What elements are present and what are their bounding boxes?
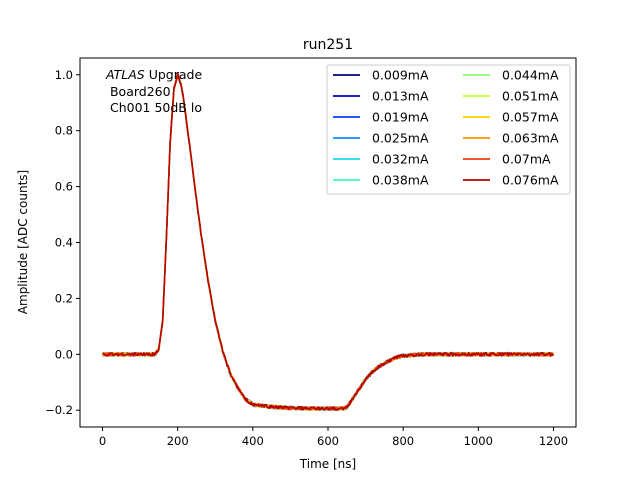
legend-label: 0.063mA bbox=[502, 131, 559, 146]
y-tick-label: 0.2 bbox=[55, 291, 73, 305]
legend-label: 0.019mA bbox=[372, 110, 429, 125]
y-tick-label: 1.0 bbox=[55, 68, 73, 82]
y-tick-label: 0.8 bbox=[55, 124, 73, 138]
legend-label: 0.076mA bbox=[502, 173, 559, 188]
x-tick-label: 1000 bbox=[464, 434, 493, 448]
y-axis-label: Amplitude [ADC counts] bbox=[16, 170, 30, 314]
x-tick-label: 1200 bbox=[539, 434, 568, 448]
legend-label: 0.013mA bbox=[372, 89, 429, 104]
y-tick-label: 0.4 bbox=[55, 236, 73, 250]
annotation-upgrade: Upgrade bbox=[145, 67, 203, 82]
y-axis: −0.2 0.0 0.2 0.4 0.6 0.8 1.0 bbox=[45, 68, 80, 417]
legend: 0.009mA 0.013mA 0.019mA 0.025mA 0.032mA 0.038… bbox=[326, 64, 571, 195]
y-tick-label: 0.6 bbox=[55, 180, 73, 194]
svg-text:ATLAS Upgrade: ATLAS Upgrade bbox=[105, 67, 202, 82]
x-tick-label: 0 bbox=[99, 434, 106, 448]
legend-label: 0.044mA bbox=[502, 68, 559, 83]
atlas-annotation: ATLAS Upgrade Board260 Ch001 50dB lo bbox=[105, 67, 202, 115]
series-lines bbox=[101, 72, 555, 411]
x-tick-label: 200 bbox=[167, 434, 189, 448]
legend-label: 0.025mA bbox=[372, 131, 429, 146]
legend-label: 0.051mA bbox=[502, 89, 559, 104]
y-tick-label: 0.0 bbox=[55, 347, 73, 361]
annotation-board: Board260 bbox=[106, 84, 171, 99]
x-tick-label: 800 bbox=[392, 434, 414, 448]
x-tick-label: 600 bbox=[317, 434, 339, 448]
legend-label: 0.032mA bbox=[372, 152, 429, 167]
legend-label: 0.07mA bbox=[502, 152, 551, 167]
x-axis-label: Time [ns] bbox=[299, 457, 356, 471]
x-tick-label: 400 bbox=[242, 434, 264, 448]
x-axis: 0 200 400 600 800 1000 1200 bbox=[99, 427, 568, 448]
y-tick-label: −0.2 bbox=[45, 403, 73, 417]
chart-title: run251 bbox=[303, 37, 353, 53]
legend-label: 0.009mA bbox=[372, 68, 429, 83]
series-line bbox=[102, 72, 554, 411]
annotation-channel: Ch001 50dB lo bbox=[106, 100, 202, 115]
annotation-atlas: ATLAS bbox=[105, 67, 145, 82]
legend-label: 0.057mA bbox=[502, 110, 559, 125]
legend-label: 0.038mA bbox=[372, 173, 429, 188]
legend-box bbox=[326, 64, 571, 195]
